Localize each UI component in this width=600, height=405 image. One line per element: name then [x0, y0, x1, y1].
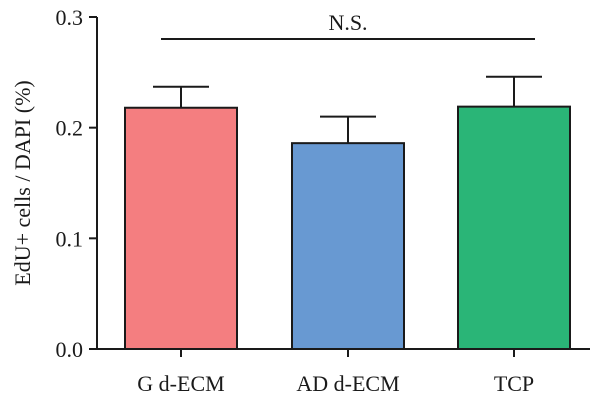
y-axis: 0.0 0.1 0.2 0.3: [56, 5, 98, 362]
significance-label: N.S.: [328, 10, 367, 35]
category-label: TCP: [494, 371, 534, 396]
y-tick-label: 0.1: [56, 226, 84, 251]
category-label: AD d-ECM: [296, 371, 399, 396]
bars: [124, 105, 571, 350]
category-labels: G d-ECM AD d-ECM TCP: [137, 371, 534, 396]
y-tick-label: 0.2: [56, 116, 84, 141]
significance-annotation: N.S.: [161, 10, 535, 40]
error-bars: [153, 75, 542, 144]
y-tick-label: 0.3: [56, 5, 84, 30]
bar: [124, 106, 238, 350]
x-axis: [97, 348, 590, 357]
y-axis-title: EdU+ cells / DAPI (%): [10, 80, 35, 285]
bar: [457, 105, 571, 350]
y-tick-label: 0.0: [56, 337, 84, 362]
bar: [291, 142, 405, 350]
category-label: G d-ECM: [137, 371, 224, 396]
